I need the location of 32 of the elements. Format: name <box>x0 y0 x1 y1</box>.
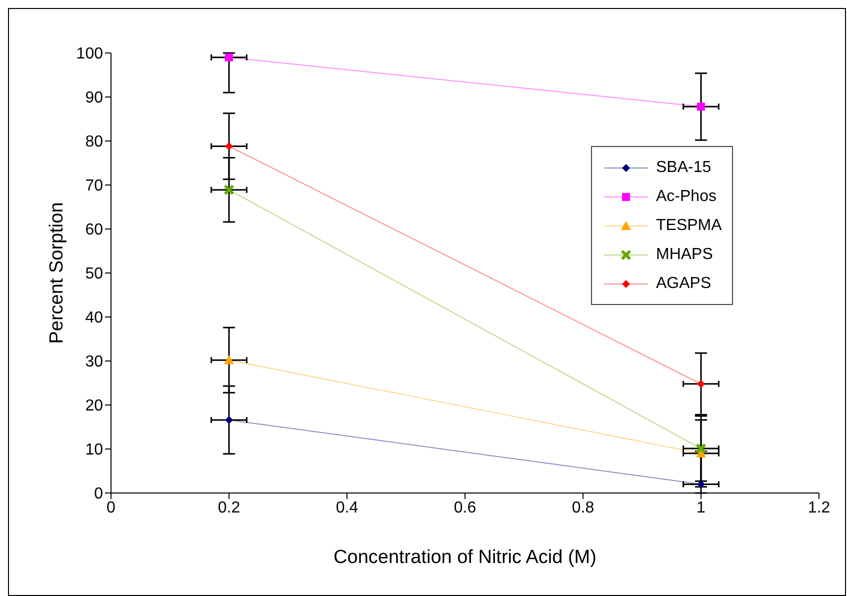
legend-label: MHAPS <box>656 246 713 264</box>
point <box>697 380 705 388</box>
x-tick-label: 0.4 <box>336 499 358 516</box>
x-tick-label: 0.6 <box>454 499 476 516</box>
point <box>224 184 234 196</box>
x-tick-label: 0 <box>106 499 116 516</box>
y-axis-title: Percent Sorption <box>46 202 68 344</box>
y-tick-label: 40 <box>85 310 104 327</box>
y-tick-label: 0 <box>94 486 104 503</box>
y-tick-label: 30 <box>85 354 104 371</box>
point <box>225 416 233 424</box>
y-tick-label: 100 <box>76 46 104 63</box>
legend-label: AGAPS <box>656 274 712 292</box>
x-tick-label: 0.2 <box>218 499 240 516</box>
point <box>697 102 705 111</box>
point <box>697 480 705 488</box>
y-tick-label: 10 <box>85 442 104 459</box>
y-tick-label: 50 <box>85 266 104 283</box>
x-axis-title: Concentration of Nitric Acid (M) <box>334 547 596 568</box>
x-tick-label: 1 <box>696 499 706 516</box>
y-tick-label: 80 <box>85 134 104 151</box>
legend-label: Ac-Phos <box>656 188 716 206</box>
y-tick-label: 20 <box>85 398 104 415</box>
y-tick-label: 70 <box>85 178 104 195</box>
legend-label: TESPMA <box>656 216 722 234</box>
point <box>225 53 233 62</box>
y-tick-label: 90 <box>85 90 104 107</box>
x-tick-label: 0.8 <box>572 499 594 516</box>
point <box>225 142 233 150</box>
y-tick-label: 60 <box>85 222 104 239</box>
legend-label: SBA-15 <box>656 158 712 176</box>
x-tick-label: 1.2 <box>808 499 830 516</box>
